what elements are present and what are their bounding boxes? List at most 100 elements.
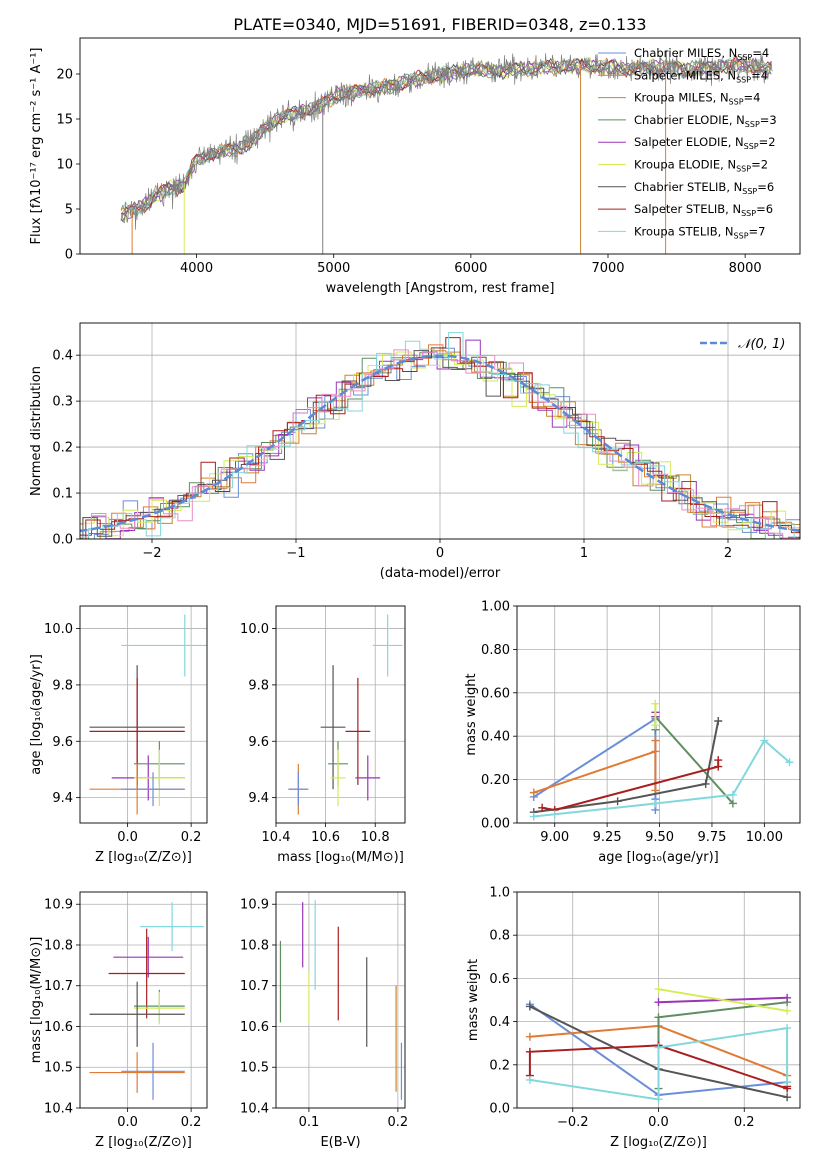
y-tick-label: 0.40 (481, 730, 510, 745)
weight-marker (651, 799, 660, 808)
y-tick-label: 0.3 (52, 395, 73, 410)
legend-entry: Salpeter STELIB, NSSP=6 (634, 202, 773, 218)
y-tick-label: 10.4 (240, 1102, 269, 1117)
x-tick-label: 10.4 (262, 830, 291, 845)
y-tick-label: 10.6 (44, 1020, 73, 1035)
residual-histogram (80, 350, 800, 539)
weight-marker (651, 747, 660, 756)
x-tick-label: 0.0 (648, 1115, 669, 1130)
axes-frame (516, 891, 801, 1109)
y-tick-label: 0.6 (489, 972, 510, 987)
x-tick-label: 0.1 (299, 1115, 320, 1130)
weight-marker (525, 1047, 534, 1056)
y-axis-label: mass [log₁₀(M/M⊙)] (29, 937, 44, 1064)
x-tick-label: 0.2 (181, 830, 202, 845)
y-tick-label: 10.5 (240, 1061, 269, 1076)
x-axis-label: E(B-V) (320, 1135, 360, 1150)
y-tick-label: 0.2 (52, 441, 73, 456)
panel-mass-vs-ebv: 0.1 0.2 10.4 10.5 10.6 10.7 10.8 10.9 E(B-V) (240, 891, 408, 1150)
weight-line (533, 720, 720, 814)
y-tick-label: 9.6 (248, 735, 269, 750)
y-tick-label: 0.4 (52, 349, 73, 364)
weight-marker (529, 812, 538, 821)
x-tick-label: −2 (142, 546, 161, 561)
x-tick-label: 9.75 (697, 830, 726, 845)
y-tick-label: 0 (65, 248, 73, 263)
x-tick-label: 8000 (729, 261, 762, 276)
x-tick-label: 10.00 (746, 830, 783, 845)
y-tick-label: 10.5 (44, 1061, 73, 1076)
weight-marker (783, 993, 792, 1002)
y-tick-label: 0.60 (481, 686, 510, 701)
y-tick-label: 0.1 (52, 487, 73, 502)
x-tick-label: 0.0 (117, 830, 138, 845)
legend-entry: Chabrier STELIB, NSSP=6 (634, 180, 774, 196)
weight-marker (538, 803, 547, 812)
x-tick-label: 10.8 (361, 830, 390, 845)
y-tick-label: 1.0 (489, 886, 510, 901)
weight-marker (714, 717, 723, 726)
y-tick-label: 0.8 (489, 929, 510, 944)
y-tick-label: 0.4 (489, 1015, 510, 1030)
x-axis-label: Z [log₁₀(Z/Z⊙)] (95, 850, 192, 865)
y-tick-label: 9.8 (52, 678, 73, 693)
x-tick-label: 6000 (454, 261, 487, 276)
weight-marker (728, 790, 737, 799)
x-tick-label: 0.2 (734, 1115, 755, 1130)
weight-marker (525, 1032, 534, 1041)
y-tick-label: 10 (56, 158, 73, 173)
y-tick-label: 20 (56, 68, 73, 83)
panel-weight-vs-age: 9.00 9.25 9.50 9.75 10.00 0.00 0.20 0.40 0.60 0.8… (464, 600, 801, 865)
weight-marker (654, 1043, 663, 1052)
x-tick-label: 4000 (180, 261, 213, 276)
weight-marker (654, 998, 663, 1007)
panel-spectrum: 4000 5000 6000 7000 8000 0 5 10 15 20 wavelength [… (29, 37, 801, 296)
y-tick-label: 0.80 (481, 643, 510, 658)
x-axis-label: mass [log₁₀(M/M⊙)] (277, 850, 404, 865)
residual-histogram (80, 350, 800, 539)
legend-entry: Chabrier MILES, NSSP=4 (634, 46, 769, 62)
weight-marker (783, 1006, 792, 1015)
panel-residuals: −2 −1 0 1 2 0.0 0.1 0.2 0.3 0.4 (data-model)/error… (29, 322, 801, 581)
y-tick-label: 10.0 (44, 622, 73, 637)
x-tick-label: 7000 (591, 261, 624, 276)
x-tick-label: 0.0 (117, 1115, 138, 1130)
y-tick-label: 10.7 (240, 979, 269, 994)
weight-marker (728, 799, 737, 808)
y-tick-label: 9.8 (248, 678, 269, 693)
weight-marker (525, 1075, 534, 1084)
legend-entry: Salpeter ELODIE, NSSP=2 (634, 135, 776, 151)
y-tick-label: 10.0 (240, 622, 269, 637)
legend-entry: 𝒩(0, 1) (738, 337, 785, 352)
weight-marker (783, 1078, 792, 1087)
x-tick-label: 9.00 (540, 830, 569, 845)
weight-marker (529, 788, 538, 797)
y-tick-label: 1.00 (481, 600, 510, 615)
axes-frame (79, 891, 208, 1109)
plot-area-spectrum (120, 49, 773, 254)
weight-marker (701, 779, 710, 788)
x-tick-label: 9.50 (645, 830, 674, 845)
y-axis-label: Normed distribution (29, 366, 44, 496)
y-tick-label: 0.0 (489, 1102, 510, 1117)
legend-entry: Kroupa MILES, NSSP=4 (634, 91, 760, 107)
weight-marker (760, 736, 769, 745)
legend-entry: Salpeter MILES, NSSP=4 (634, 68, 768, 84)
weight-marker (651, 736, 660, 745)
weight-line (533, 740, 657, 794)
plot-area-mass-vs-Z (80, 892, 207, 1108)
y-tick-label: 0.00 (481, 817, 510, 832)
y-tick-label: 10.8 (240, 938, 269, 953)
figure-title: PLATE=0340, MJD=51691, FIBERID=0348, z=0… (233, 15, 646, 34)
plot-area-mass-vs-ebv (276, 892, 405, 1108)
panel-weight-vs-Z: −0.2 0.0 0.2 0.0 0.2 0.4 0.6 0.8 1.0 Z [log₁₀(Z/Z… (466, 886, 801, 1150)
y-tick-label: 10.9 (44, 898, 73, 913)
weight-marker (785, 758, 794, 767)
panel-age-vs-Z: 0.0 0.2 9.4 9.6 9.8 10.0 Z [log₁₀(Z/Z⊙)] age [l… (29, 605, 208, 865)
weight-marker (613, 797, 622, 806)
weight-line (533, 716, 657, 810)
weight-marker (654, 985, 663, 994)
plot-area-age-vs-mass (276, 606, 405, 823)
x-tick-label: 10.6 (311, 830, 340, 845)
